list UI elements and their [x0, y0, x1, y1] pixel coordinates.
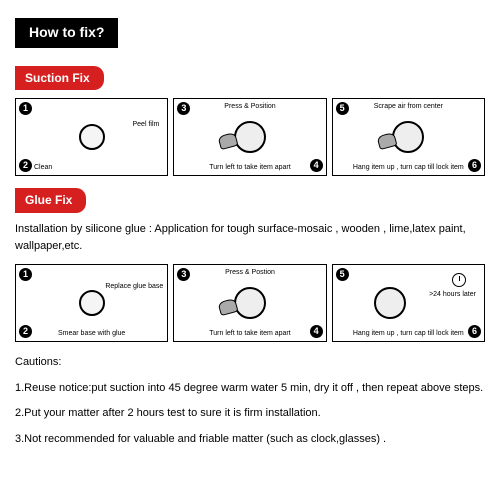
step-num: 1 [19, 268, 32, 281]
cautions-section: Cautions: 1.Reuse notice:put suction int… [15, 354, 485, 447]
step-caption: >24 hours later [429, 291, 476, 299]
step-caption: Press & Position [224, 103, 275, 111]
step-num: 1 [19, 102, 32, 115]
step-caption: Turn left to take item apart [182, 330, 318, 338]
glue-panel-2: 3 4 Press & Postion Turn left to take it… [173, 264, 326, 342]
suction-row: 1 2 Peel film Clean 3 4 Press & Position… [15, 98, 485, 176]
step-caption: Press & Postion [225, 269, 275, 277]
sketch-icon [234, 287, 266, 319]
suction-panel-3: 5 6 Scrape air from center Hang item up … [332, 98, 485, 176]
caution-item: 1.Reuse notice:put suction into 45 degre… [15, 380, 485, 397]
step-caption: Hang item up , turn cap till lock item [340, 164, 476, 172]
step-caption: Peel film [132, 121, 159, 129]
step-num: 5 [336, 268, 349, 281]
cautions-heading: Cautions: [15, 354, 485, 371]
sketch-icon [374, 287, 406, 319]
step-caption: Replace glue base [105, 283, 163, 291]
suction-panel-2: 3 4 Press & Position Turn left to take i… [173, 98, 326, 176]
step-caption: Smear base with glue [24, 330, 160, 338]
step-num: 5 [336, 102, 349, 115]
caution-item: 2.Put your matter after 2 hours test to … [15, 405, 485, 422]
suction-panel-1: 1 2 Peel film Clean [15, 98, 168, 176]
sketch-icon [79, 290, 105, 316]
sketch-icon [234, 121, 266, 153]
sketch-icon [392, 121, 424, 153]
suction-badge: Suction Fix [15, 66, 104, 91]
glue-panel-3: 5 6 >24 hours later Hang item up , turn … [332, 264, 485, 342]
page-title: How to fix? [15, 18, 118, 48]
glue-description: Installation by silicone glue : Applicat… [15, 221, 485, 254]
glue-row: 1 2 Replace glue base Smear base with gl… [15, 264, 485, 342]
step-num: 2 [19, 159, 32, 172]
glue-panel-1: 1 2 Replace glue base Smear base with gl… [15, 264, 168, 342]
glue-badge: Glue Fix [15, 188, 86, 213]
step-num: 3 [177, 102, 190, 115]
step-caption: Clean [34, 164, 52, 172]
step-caption: Turn left to take item apart [182, 164, 318, 172]
sketch-icon [79, 124, 105, 150]
step-caption: Scrape air from center [374, 103, 443, 111]
step-caption: Hang item up , turn cap till lock item [340, 330, 476, 338]
caution-item: 3.Not recommended for valuable and friab… [15, 431, 485, 448]
clock-icon [452, 273, 466, 287]
step-num: 3 [177, 268, 190, 281]
